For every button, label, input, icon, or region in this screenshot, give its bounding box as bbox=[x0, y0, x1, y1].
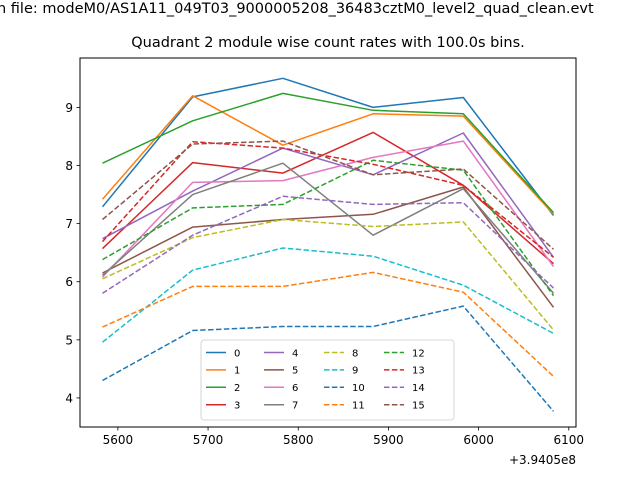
legend-label-13: 13 bbox=[412, 366, 425, 377]
x-tick-label: 5800 bbox=[283, 433, 314, 447]
legend-label-8: 8 bbox=[352, 348, 358, 359]
series-line-0 bbox=[101, 77, 555, 216]
series-line-12 bbox=[102, 159, 555, 297]
legend-label-2: 2 bbox=[234, 383, 240, 394]
legend-label-1: 1 bbox=[234, 366, 240, 377]
series-line-9 bbox=[102, 247, 554, 343]
series-line-15 bbox=[102, 140, 554, 250]
y-tick-label: 7 bbox=[65, 217, 73, 231]
series-line-2 bbox=[102, 92, 555, 214]
legend-label-5: 5 bbox=[292, 366, 298, 377]
y-tick-label: 6 bbox=[65, 275, 73, 289]
series-line-7 bbox=[101, 162, 555, 294]
legend-box bbox=[200, 339, 455, 421]
y-tick-label: 4 bbox=[65, 391, 73, 405]
plot-area-frame bbox=[79, 57, 577, 428]
x-offset-label: +3.9405e8 bbox=[509, 453, 576, 467]
y-tick-label: 9 bbox=[65, 101, 73, 115]
figure-suptitle: n file: modeM0/AS1A11_049T03_9000005208_… bbox=[0, 1, 594, 17]
legend-label-3: 3 bbox=[234, 401, 240, 412]
series-line-10 bbox=[102, 305, 555, 412]
legend-label-15: 15 bbox=[412, 401, 425, 412]
chart-title: Quadrant 2 module wise count rates with … bbox=[131, 35, 525, 51]
x-tick-label: 5900 bbox=[373, 433, 404, 447]
legend-label-14: 14 bbox=[412, 383, 425, 394]
legend-label-6: 6 bbox=[292, 383, 298, 394]
legend-label-11: 11 bbox=[352, 401, 365, 412]
series-line-11 bbox=[102, 271, 555, 377]
series-line-6 bbox=[101, 140, 555, 278]
x-tick-label: 5600 bbox=[103, 433, 134, 447]
y-tick-label: 5 bbox=[65, 333, 73, 347]
legend-label-9: 9 bbox=[352, 366, 358, 377]
legend-label-7: 7 bbox=[292, 401, 298, 412]
series-line-1 bbox=[101, 95, 555, 215]
y-tick-label: 8 bbox=[65, 159, 73, 173]
legend-label-0: 0 bbox=[234, 348, 240, 359]
series-line-13 bbox=[101, 140, 554, 258]
x-tick-label: 6000 bbox=[463, 433, 494, 447]
x-tick-label: 5700 bbox=[193, 433, 224, 447]
legend-label-12: 12 bbox=[412, 348, 425, 359]
x-tick-label: 6100 bbox=[554, 433, 585, 447]
series-line-14 bbox=[102, 195, 555, 294]
series-layer bbox=[101, 77, 555, 412]
series-line-3 bbox=[101, 131, 554, 265]
legend-label-10: 10 bbox=[352, 383, 365, 394]
legend-label-4: 4 bbox=[292, 348, 298, 359]
